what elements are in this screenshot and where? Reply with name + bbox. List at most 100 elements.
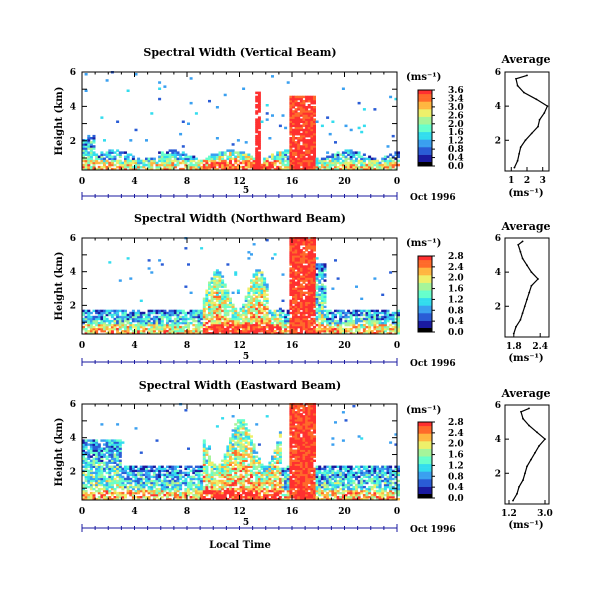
heatmap-cell	[284, 479, 288, 483]
heatmap-cell	[97, 471, 101, 475]
heatmap-cell	[307, 303, 311, 307]
heatmap-cell	[373, 108, 377, 111]
heatmap-cell	[310, 263, 314, 266]
heatmap-cell	[297, 120, 301, 123]
heatmap-cell	[124, 155, 127, 159]
heatmap-cell	[244, 165, 248, 169]
heatmap-cell	[221, 323, 225, 327]
heatmap-cell	[236, 487, 240, 491]
heatmap-cell	[305, 273, 309, 276]
heatmap-cell	[357, 317, 361, 321]
colorbar-swatch	[418, 299, 432, 302]
heatmap-cell	[255, 496, 259, 499]
heatmap-cell	[87, 145, 91, 148]
heatmap-cell	[184, 473, 188, 477]
heatmap-cell	[116, 165, 120, 169]
heatmap-cell	[255, 281, 259, 284]
heatmap-cell	[179, 465, 183, 468]
heatmap-cell	[320, 291, 324, 294]
heatmap-cell	[331, 315, 335, 319]
heatmap-cell	[176, 487, 180, 491]
heatmap-cell	[213, 327, 217, 331]
heatmap-cell	[89, 315, 93, 319]
heatmap-cell	[323, 167, 327, 171]
colorbar-swatch	[418, 276, 432, 280]
heatmap-cell	[263, 309, 267, 313]
heatmap-cell	[334, 153, 337, 156]
heatmap-cell	[205, 487, 209, 491]
heatmap-cell	[218, 481, 222, 485]
heatmap-cell	[250, 491, 253, 495]
heatmap-cell	[397, 313, 400, 317]
heatmap-cell	[297, 132, 301, 136]
heatmap-cell	[255, 483, 259, 487]
heatmap-cell	[362, 319, 366, 323]
heatmap-cell	[247, 163, 251, 167]
heatmap-cell	[184, 493, 188, 497]
average-profile-point	[526, 298, 528, 301]
heatmap-cell	[179, 483, 183, 487]
heatmap-cell	[271, 493, 274, 497]
heatmap-cell	[302, 124, 306, 128]
heatmap-cell	[271, 330, 274, 333]
heatmap-cell	[376, 163, 379, 167]
heatmap-cell	[194, 473, 198, 477]
heatmap-cell	[381, 163, 385, 167]
heatmap-cell	[313, 303, 316, 307]
heatmap-cell	[313, 149, 316, 152]
heatmap-cell	[344, 165, 348, 169]
heatmap-cell	[208, 309, 211, 313]
heatmap-cell	[355, 285, 358, 288]
heatmap-cell	[305, 143, 309, 146]
heatmap-cell	[289, 281, 293, 284]
heatmap-cell	[131, 325, 135, 329]
heatmap-cell	[126, 491, 130, 495]
heatmap-cell	[231, 496, 235, 499]
heatmap-cell	[116, 330, 120, 333]
heatmap-cell	[95, 498, 99, 501]
heatmap-cell	[192, 332, 196, 335]
heatmap-cell	[158, 498, 162, 501]
heatmap-cell	[179, 167, 183, 171]
heatmap-cell	[194, 325, 198, 329]
average-title: Average	[500, 220, 550, 233]
heatmap-cell	[305, 283, 309, 286]
heatmap-cell	[160, 473, 164, 477]
heatmap-cell	[292, 116, 295, 119]
heatmap-cell	[218, 469, 222, 473]
heatmap-cell	[218, 309, 222, 313]
heatmap-cell	[394, 317, 398, 321]
heatmap-cell	[150, 157, 154, 161]
heatmap-cell	[218, 301, 222, 305]
heatmap-cell	[307, 122, 311, 125]
heatmap-cell	[158, 491, 162, 495]
heatmap-cell	[137, 165, 141, 169]
heatmap-cell	[171, 481, 175, 485]
heatmap-cell	[292, 297, 295, 300]
heatmap-cell	[263, 289, 267, 292]
heatmap-cell	[305, 279, 309, 282]
heatmap-cell	[82, 151, 85, 154]
heatmap-cell	[328, 332, 332, 335]
heatmap-cell	[299, 137, 303, 140]
heatmap-cell	[250, 469, 253, 473]
heatmap-cell	[213, 491, 217, 495]
heatmap-cell	[239, 317, 243, 321]
heatmap-cell	[82, 471, 85, 475]
heatmap-cell	[362, 157, 366, 161]
heatmap-cell	[334, 323, 337, 327]
heatmap-cell	[92, 498, 96, 501]
heatmap-cell	[181, 120, 185, 123]
heatmap-cell	[200, 483, 204, 487]
heatmap-cell	[239, 153, 243, 156]
heatmap-cell	[197, 330, 201, 333]
heatmap-cell	[271, 157, 274, 161]
heatmap-cell	[142, 323, 146, 327]
heatmap-cell	[131, 493, 135, 497]
heatmap-cell	[252, 275, 256, 278]
heatmap-cell	[89, 317, 93, 321]
heatmap-cell	[166, 483, 169, 487]
heatmap-cell	[278, 327, 282, 331]
heatmap-cell	[163, 159, 167, 163]
heatmap-cell	[250, 303, 253, 307]
